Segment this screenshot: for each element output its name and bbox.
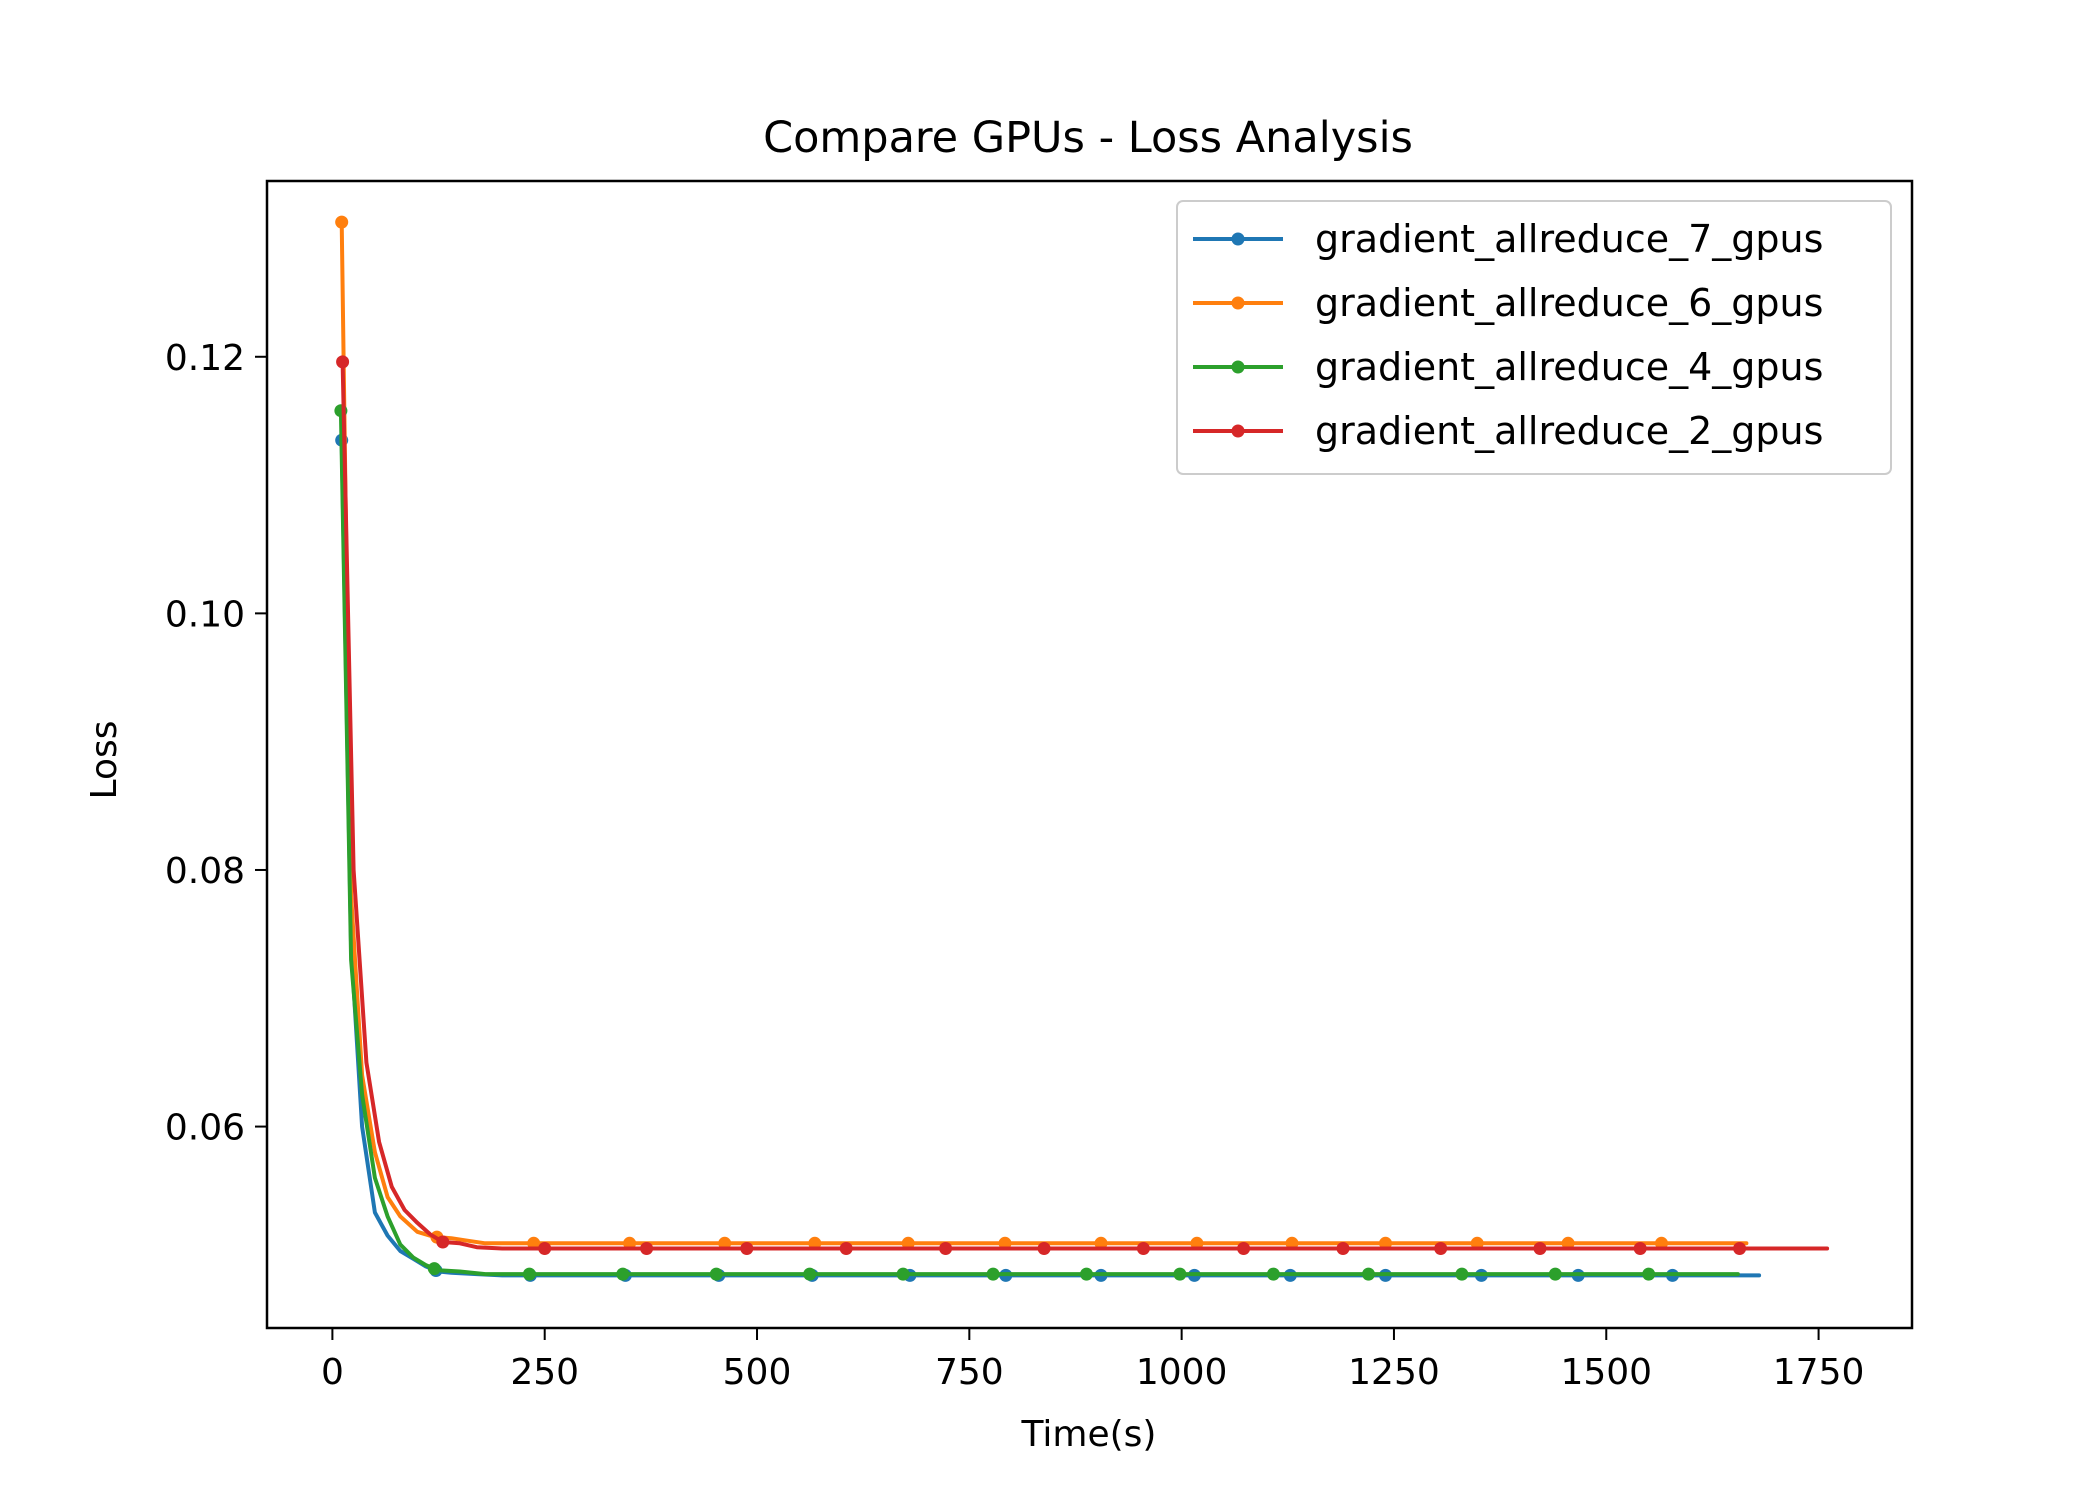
data-point bbox=[803, 1267, 817, 1281]
x-tick-label: 1250 bbox=[1348, 1352, 1440, 1393]
legend-items: gradient_allreduce_7_gpus gradient_allred… bbox=[1193, 217, 1823, 453]
legend-item: gradient_allreduce_4_gpus bbox=[1193, 345, 1823, 389]
x-tick-label: 0 bbox=[321, 1352, 344, 1393]
data-point bbox=[1362, 1267, 1375, 1281]
data-point bbox=[1455, 1267, 1469, 1281]
legend-marker bbox=[1231, 360, 1245, 374]
data-point bbox=[839, 1242, 853, 1255]
y-axis: 0.06 0.08 0.10 0.12 bbox=[165, 338, 267, 1149]
data-point bbox=[1266, 1267, 1280, 1281]
data-point bbox=[939, 1242, 953, 1255]
data-point bbox=[427, 1262, 441, 1276]
data-point bbox=[740, 1242, 754, 1255]
legend-label: gradient_allreduce_6_gpus bbox=[1315, 281, 1823, 325]
legend-item: gradient_allreduce_6_gpus bbox=[1193, 281, 1823, 325]
legend-box bbox=[1176, 200, 1892, 475]
y-axis-label: Loss bbox=[84, 721, 125, 800]
x-tick-label: 1500 bbox=[1560, 1352, 1652, 1393]
x-tick-label: 250 bbox=[510, 1352, 579, 1393]
series-gradient_allreduce_2_gpus bbox=[336, 355, 1830, 1255]
series-line bbox=[340, 359, 1830, 1251]
data-point bbox=[616, 1267, 630, 1281]
data-point bbox=[1037, 1242, 1051, 1255]
legend-label: gradient_allreduce_2_gpus bbox=[1315, 409, 1823, 453]
y-tick-label: 0.12 bbox=[165, 338, 245, 379]
data-point bbox=[1533, 1242, 1547, 1255]
legend-marker bbox=[1231, 232, 1245, 246]
series-gradient_allreduce_4_gpus bbox=[334, 404, 1740, 1281]
y-tick-label: 0.10 bbox=[165, 594, 245, 635]
data-point bbox=[436, 1235, 450, 1249]
data-point bbox=[1080, 1267, 1093, 1281]
data-point bbox=[1733, 1242, 1747, 1255]
legend-marker bbox=[1231, 424, 1245, 438]
x-tick-label: 1000 bbox=[1136, 1352, 1228, 1393]
data-point bbox=[522, 1267, 536, 1281]
data-point bbox=[538, 1242, 552, 1255]
series-layer bbox=[334, 215, 1830, 1282]
data-point bbox=[1336, 1242, 1350, 1255]
data-point bbox=[1434, 1242, 1448, 1255]
data-point bbox=[640, 1242, 654, 1255]
data-point bbox=[896, 1267, 910, 1281]
x-tick-label: 500 bbox=[723, 1352, 792, 1393]
x-tick-label: 750 bbox=[935, 1352, 1004, 1393]
legend: gradient_allreduce_7_gpus gradient_allred… bbox=[1176, 200, 1892, 475]
legend-marker bbox=[1231, 296, 1245, 310]
x-axis: 0 250 500 750 1000 1250 1500 1750 bbox=[321, 1328, 1864, 1393]
data-point bbox=[336, 355, 350, 369]
data-point bbox=[1642, 1267, 1656, 1281]
plot-frame bbox=[265, 179, 1914, 1330]
legend-label: gradient_allreduce_7_gpus bbox=[1315, 217, 1823, 261]
data-point bbox=[1136, 1242, 1150, 1255]
data-point bbox=[709, 1267, 723, 1281]
data-point bbox=[1548, 1267, 1562, 1281]
y-tick-label: 0.06 bbox=[165, 1108, 245, 1149]
data-point bbox=[1237, 1242, 1251, 1255]
legend-label: gradient_allreduce_4_gpus bbox=[1315, 345, 1823, 389]
data-point bbox=[986, 1267, 1000, 1281]
x-axis-label: Time(s) bbox=[1021, 1414, 1157, 1455]
chart-title: Compare GPUs - Loss Analysis bbox=[763, 113, 1413, 163]
data-point bbox=[335, 215, 349, 229]
data-point bbox=[1173, 1267, 1187, 1281]
x-tick-label: 1750 bbox=[1773, 1352, 1865, 1393]
data-point bbox=[1633, 1242, 1647, 1255]
legend-item: gradient_allreduce_2_gpus bbox=[1193, 409, 1823, 453]
y-tick-label: 0.08 bbox=[165, 851, 245, 892]
legend-item: gradient_allreduce_7_gpus bbox=[1193, 217, 1823, 261]
